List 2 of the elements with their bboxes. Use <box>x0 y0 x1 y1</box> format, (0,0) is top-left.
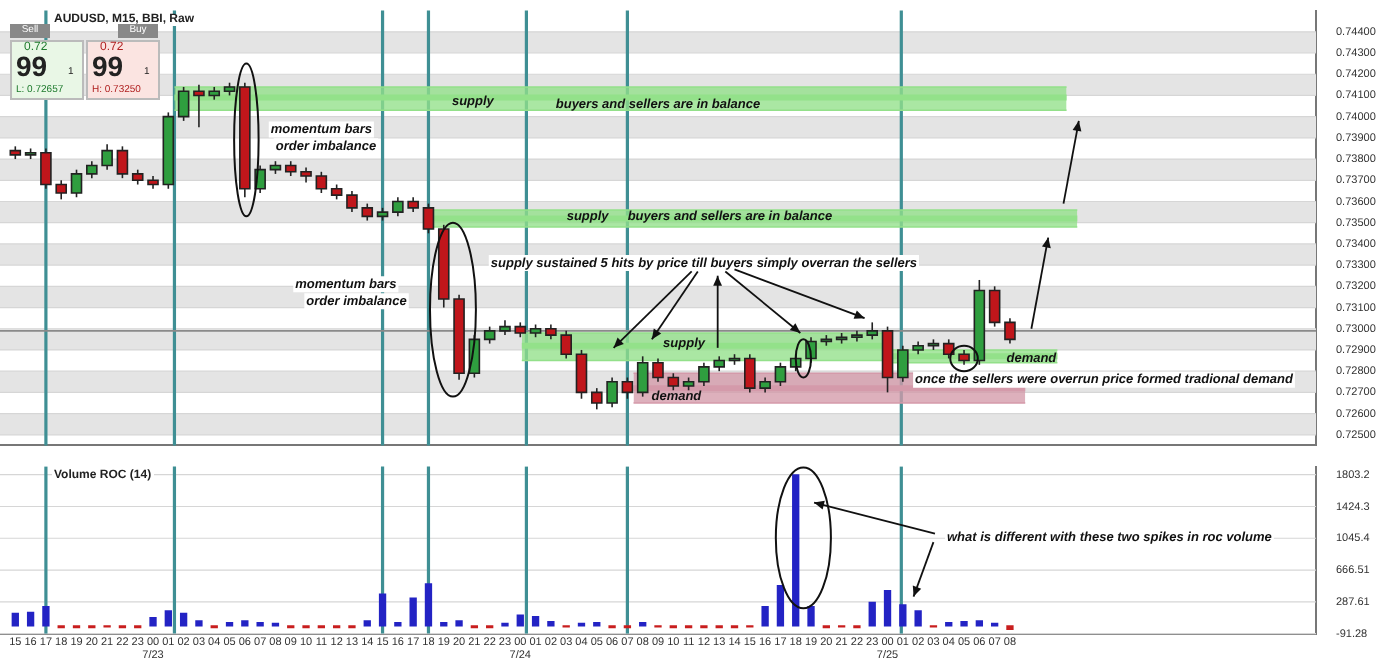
annotation: 99 <box>16 50 48 82</box>
annotation: 99 <box>92 50 124 82</box>
